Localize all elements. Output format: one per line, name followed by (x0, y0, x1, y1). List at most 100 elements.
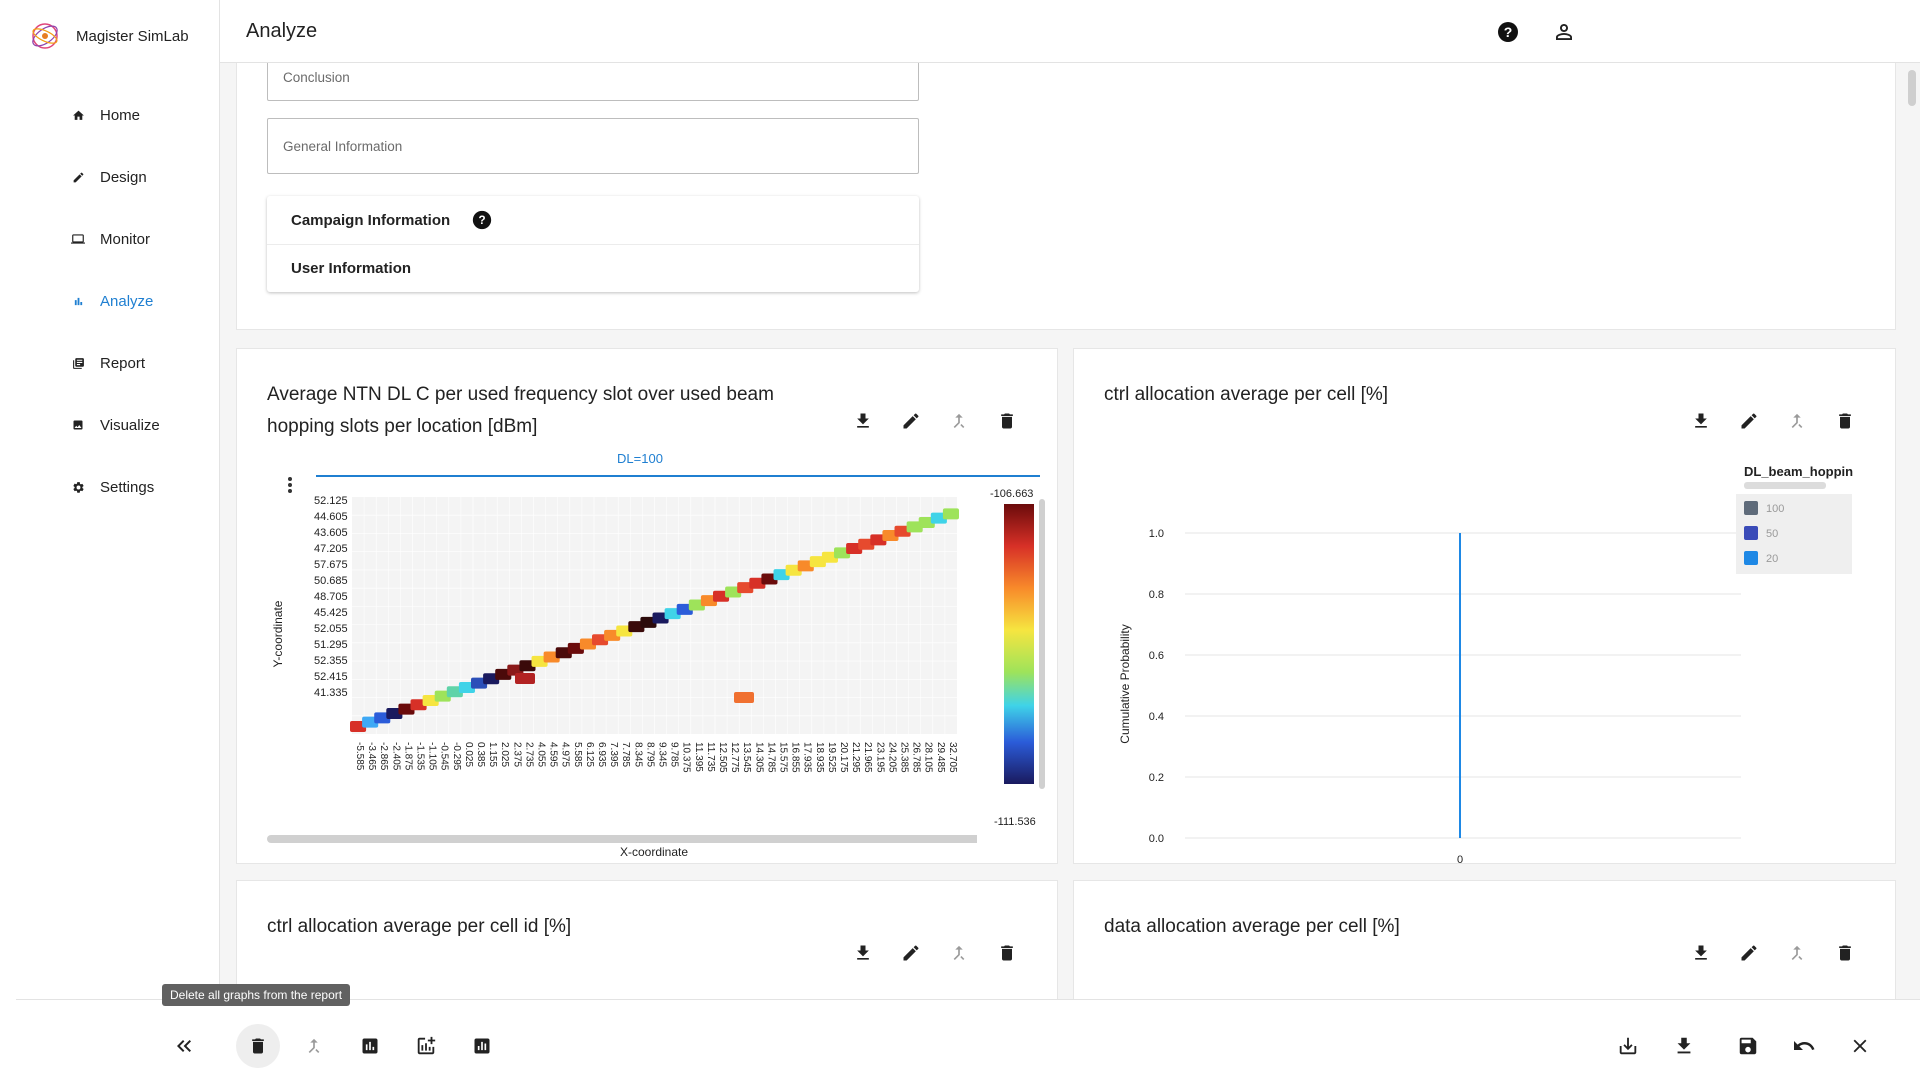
help-icon[interactable]: ? (1496, 20, 1520, 44)
colorbar (1004, 504, 1034, 784)
pencil-icon (1741, 945, 1757, 961)
edit-button[interactable] (1735, 939, 1763, 967)
main-content: Conclusion General Information Campaign … (220, 63, 1920, 1000)
add-graph-button[interactable] (348, 1024, 392, 1068)
heatmap-cell (713, 590, 730, 602)
sidebar-item-visualize[interactable]: Visualize (0, 394, 219, 456)
x-tick-label: 19.525 (826, 742, 837, 773)
colorbar-min-label: -111.536 (994, 816, 1036, 828)
legend-swatch (1744, 501, 1758, 515)
download-button[interactable] (1687, 407, 1715, 435)
sidebar-item-settings[interactable]: Settings (0, 456, 219, 518)
heatmap-cell (858, 538, 875, 550)
insights-button[interactable] (460, 1024, 504, 1068)
heatmap-cell (737, 582, 754, 594)
page-scrollbar[interactable] (1908, 70, 1916, 106)
y-tick-label: 52.125 (314, 495, 348, 507)
download-button[interactable] (849, 939, 877, 967)
y-tick-label: 41.335 (314, 687, 348, 699)
x-tick-label: 18.935 (814, 742, 825, 773)
info-accordion: Campaign Information ? User Information (267, 196, 919, 292)
heatmap-cell (785, 564, 802, 576)
y-tick-label: 1.0 (1149, 528, 1164, 540)
legend-label: 20 (1766, 553, 1778, 565)
merge-button[interactable] (1783, 407, 1811, 435)
download-button[interactable] (849, 407, 877, 435)
save-button[interactable] (1726, 1024, 1770, 1068)
conclusion-field[interactable]: Conclusion (267, 63, 919, 101)
sidebar-item-report[interactable]: Report (0, 332, 219, 394)
x-tick-label: 14.305 (753, 742, 764, 773)
collapse-button[interactable] (162, 1024, 206, 1068)
close-icon (1853, 1039, 1867, 1053)
delete-all-graphs-button[interactable] (236, 1024, 280, 1068)
x-tick-label: 11.735 (705, 742, 716, 772)
export-button[interactable] (1606, 1024, 1650, 1068)
heatmap-cell (386, 707, 403, 719)
x-tick-label: 32.705 (947, 742, 958, 773)
legend-scrollbar (1744, 482, 1826, 489)
heatmap-cell (664, 608, 681, 620)
trash-icon (1001, 945, 1013, 961)
help-icon[interactable]: ? (472, 210, 492, 230)
sidebar-item-monitor[interactable]: Monitor (0, 208, 219, 270)
heatmap-cell (555, 647, 572, 659)
horizontal-scrollbar (267, 835, 1007, 843)
x-tick-label: 1.155 (487, 742, 498, 767)
heatmap-cell (515, 673, 535, 684)
heatmap-cell (483, 673, 500, 685)
merge-icon (953, 945, 965, 961)
chart-menu-icon[interactable] (288, 477, 292, 493)
trash-icon (1839, 945, 1851, 961)
heatmap-cell (471, 677, 488, 689)
graph-title: ctrl allocation average per cell [%] (1104, 384, 1389, 405)
x-tick-label: -3.465 (366, 742, 377, 771)
delete-button[interactable] (993, 939, 1021, 967)
heatmap-cell (882, 530, 899, 542)
x-tick-label: 26.785 (911, 742, 922, 773)
x-tick-label: 5.585 (572, 742, 583, 767)
close-button[interactable] (1838, 1024, 1882, 1068)
merge-icon (953, 413, 965, 429)
merge-icon (1791, 945, 1803, 961)
conclusion-placeholder: Conclusion (283, 70, 350, 85)
y-tick-label: 52.415 (314, 671, 348, 683)
y-tick-label: 47.205 (314, 543, 348, 555)
brand[interactable]: Magister SimLab (0, 0, 219, 72)
campaign-information-row[interactable]: Campaign Information ? (267, 196, 919, 244)
delete-button[interactable] (993, 407, 1021, 435)
sidebar-item-home[interactable]: Home (0, 84, 219, 146)
x-tick-label: 6.125 (584, 742, 595, 767)
x-tick-label: 0.025 (463, 742, 474, 767)
user-information-row[interactable]: User Information (267, 244, 919, 292)
x-tick-label: 28.105 (923, 742, 934, 773)
merge-button[interactable] (1783, 939, 1811, 967)
sidebar-item-design[interactable]: Design (0, 146, 219, 208)
svg-text:?: ? (1504, 24, 1513, 40)
delete-button[interactable] (1831, 407, 1859, 435)
merge-button[interactable] (945, 407, 973, 435)
y-tick-label: 0.4 (1149, 711, 1164, 723)
edit-button[interactable] (897, 939, 925, 967)
merge-button[interactable] (945, 939, 973, 967)
edit-button[interactable] (1735, 407, 1763, 435)
account-icon[interactable] (1552, 20, 1576, 44)
x-tick-label: 29.485 (935, 742, 946, 773)
app-name: Magister SimLab (76, 27, 189, 45)
merge-graphs-button[interactable] (292, 1024, 336, 1068)
delete-button[interactable] (1831, 939, 1859, 967)
x-tick-label: 2.375 (511, 742, 522, 767)
general-information-field[interactable]: General Information (267, 118, 919, 174)
edit-button[interactable] (897, 407, 925, 435)
download-button[interactable] (1662, 1024, 1706, 1068)
heatmap-cell (821, 551, 838, 563)
heatmap-cell (797, 560, 814, 572)
heatmap-cell (942, 508, 959, 520)
add-chart-button[interactable] (404, 1024, 448, 1068)
sidebar-item-analyze[interactable]: Analyze (0, 270, 219, 332)
heatmap-cell (628, 621, 645, 633)
svg-text:?: ? (479, 214, 486, 227)
heatmap-cell (846, 543, 863, 555)
download-button[interactable] (1687, 939, 1715, 967)
undo-button[interactable] (1782, 1024, 1826, 1068)
